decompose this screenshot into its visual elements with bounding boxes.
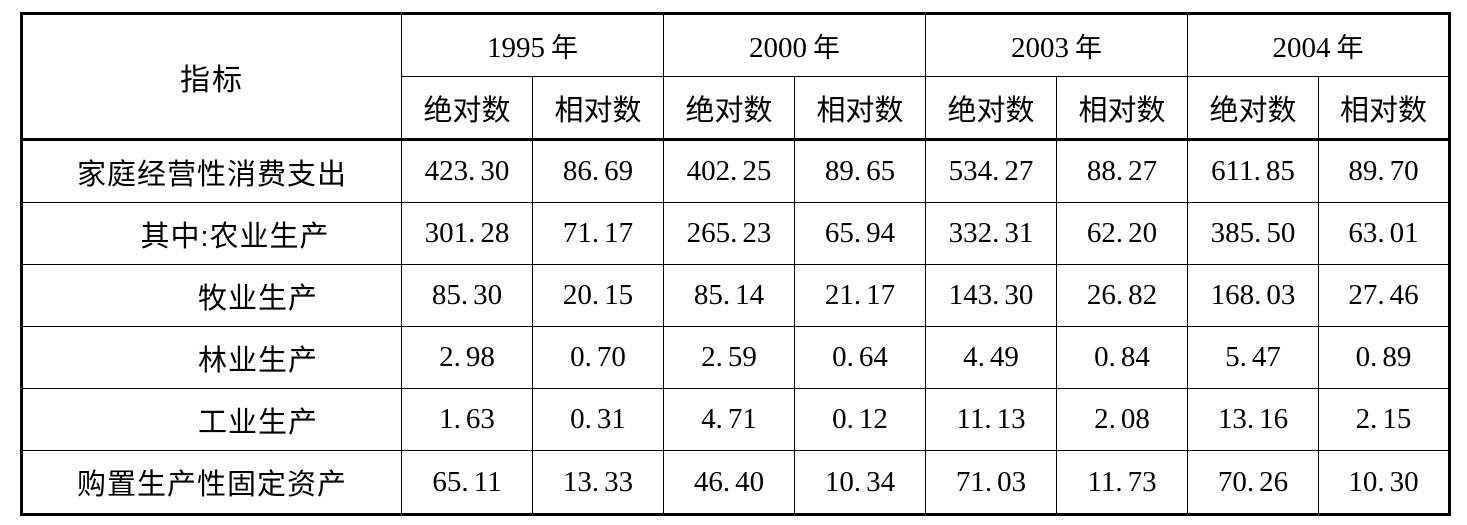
- header-year-2004: 2004 年: [1187, 13, 1450, 77]
- header-year-2003-suffix: 年: [1075, 33, 1102, 63]
- cell-value: 423. 30: [401, 139, 533, 203]
- cell-value: 71. 03: [925, 450, 1057, 515]
- header-row-years: 指标 1995 年 2000 年 2003 年 2004 年: [21, 13, 1450, 141]
- cell-value: 65. 11: [401, 450, 533, 515]
- statistics-table: 指标 1995 年 2000 年 2003 年 2004 年 绝对数 相对数 绝对数 相…: [20, 12, 1451, 516]
- cell-value: 88. 27: [1056, 139, 1188, 203]
- cell-value: 62. 20: [1056, 202, 1188, 265]
- table-row: 林业生产 2. 98 0. 70 2. 59 0. 64 4. 49 0. 84 5. 47 …: [21, 326, 1450, 389]
- cell-value: 46. 40: [663, 450, 795, 515]
- header-sub-2003-absolute: 绝对数: [925, 76, 1057, 141]
- cell-value: 4. 71: [663, 388, 795, 451]
- header-indicator: 指标: [21, 13, 402, 141]
- row-label: 家庭经营性消费支出: [21, 139, 402, 203]
- cell-value: 89. 65: [794, 139, 926, 203]
- cell-value: 71. 17: [532, 202, 664, 265]
- header-year-2004-suffix: 年: [1336, 33, 1364, 63]
- header-sub-2004-absolute: 绝对数: [1187, 76, 1319, 141]
- row-label: 购置生产性固定资产: [21, 450, 402, 515]
- header-year-1995: 1995 年: [401, 13, 664, 77]
- cell-value: 1. 63: [401, 388, 533, 451]
- cell-value: 4. 49: [925, 326, 1057, 389]
- cell-value: 89. 70: [1318, 139, 1450, 203]
- cell-value: 20. 15: [532, 264, 664, 327]
- cell-value: 2. 59: [663, 326, 795, 389]
- cell-value: 5. 47: [1187, 326, 1319, 389]
- cell-value: 534. 27: [925, 139, 1057, 203]
- cell-value: 143. 30: [925, 264, 1057, 327]
- cell-value: 0. 12: [794, 388, 926, 451]
- cell-value: 86. 69: [532, 139, 664, 203]
- cell-value: 26. 82: [1056, 264, 1188, 327]
- cell-value: 65. 94: [794, 202, 926, 265]
- cell-value: 0. 64: [794, 326, 926, 389]
- cell-value: 2. 15: [1318, 388, 1450, 451]
- row-label: 其中:农业生产: [21, 202, 402, 265]
- table-header: 指标 1995 年 2000 年 2003 年 2004 年 绝对数 相对数 绝对数 相…: [21, 13, 1450, 141]
- header-sub-2000-relative: 相对数: [794, 76, 926, 141]
- cell-value: 85. 14: [663, 264, 795, 327]
- header-year-2003-value: 2003: [1011, 32, 1069, 64]
- header-year-1995-suffix: 年: [551, 33, 578, 63]
- cell-value: 265. 23: [663, 202, 795, 265]
- row-label: 牧业生产: [21, 264, 402, 327]
- cell-value: 63. 01: [1318, 202, 1450, 265]
- header-sub-2003-relative: 相对数: [1056, 76, 1188, 141]
- cell-value: 0. 84: [1056, 326, 1188, 389]
- row-label: 工业生产: [21, 388, 402, 451]
- header-year-2000: 2000 年: [663, 13, 926, 77]
- cell-value: 385. 50: [1187, 202, 1319, 265]
- cell-value: 168. 03: [1187, 264, 1319, 327]
- header-row-subcolumns: 绝对数 相对数 绝对数 相对数 绝对数 相对数 绝对数 相对数: [22, 76, 1450, 141]
- cell-value: 301. 28: [401, 202, 533, 265]
- cell-value: 85. 30: [401, 264, 533, 327]
- table-row: 工业生产 1. 63 0. 31 4. 71 0. 12 11. 13 2. 08 13. 1…: [21, 388, 1450, 451]
- header-sub-1995-relative: 相对数: [532, 76, 664, 141]
- table-body: 家庭经营性消费支出 423. 30 86. 69 402. 25 89. 65 534.…: [21, 139, 1450, 515]
- header-sub-2000-absolute: 绝对数: [663, 76, 795, 141]
- table-row: 牧业生产 85. 30 20. 15 85. 14 21. 17 143. 30 26. 8…: [21, 264, 1450, 327]
- table-row: 购置生产性固定资产 65. 11 13. 33 46. 40 10. 34 71. 03 …: [21, 450, 1450, 515]
- cell-value: 402. 25: [663, 139, 795, 203]
- cell-value: 10. 34: [794, 450, 926, 515]
- header-year-1995-value: 1995: [487, 32, 545, 64]
- header-year-2000-value: 2000: [749, 32, 807, 64]
- header-sub-1995-absolute: 绝对数: [401, 76, 533, 141]
- table-row: 其中:农业生产 301. 28 71. 17 265. 23 65. 94 332. 31…: [21, 202, 1450, 265]
- cell-value: 611. 85: [1187, 139, 1319, 203]
- cell-value: 13. 16: [1187, 388, 1319, 451]
- cell-value: 27. 46: [1318, 264, 1450, 327]
- header-year-2003: 2003 年: [925, 13, 1188, 77]
- cell-value: 0. 89: [1318, 326, 1450, 389]
- cell-value: 0. 70: [532, 326, 664, 389]
- cell-value: 13. 33: [532, 450, 664, 515]
- cell-value: 70. 26: [1187, 450, 1319, 515]
- cell-value: 2. 08: [1056, 388, 1188, 451]
- cell-value: 332. 31: [925, 202, 1057, 265]
- header-year-2000-suffix: 年: [813, 33, 840, 63]
- header-sub-2004-relative: 相对数: [1318, 76, 1450, 141]
- header-year-2004-value: 2004: [1272, 32, 1331, 64]
- cell-value: 2. 98: [401, 326, 533, 389]
- cell-value: 21. 17: [794, 264, 926, 327]
- table-row: 家庭经营性消费支出 423. 30 86. 69 402. 25 89. 65 534.…: [21, 139, 1450, 203]
- cell-value: 11. 13: [925, 388, 1057, 451]
- cell-value: 11. 73: [1056, 450, 1188, 515]
- cell-value: 10. 30: [1318, 450, 1450, 515]
- row-label: 林业生产: [21, 326, 402, 389]
- cell-value: 0. 31: [532, 388, 664, 451]
